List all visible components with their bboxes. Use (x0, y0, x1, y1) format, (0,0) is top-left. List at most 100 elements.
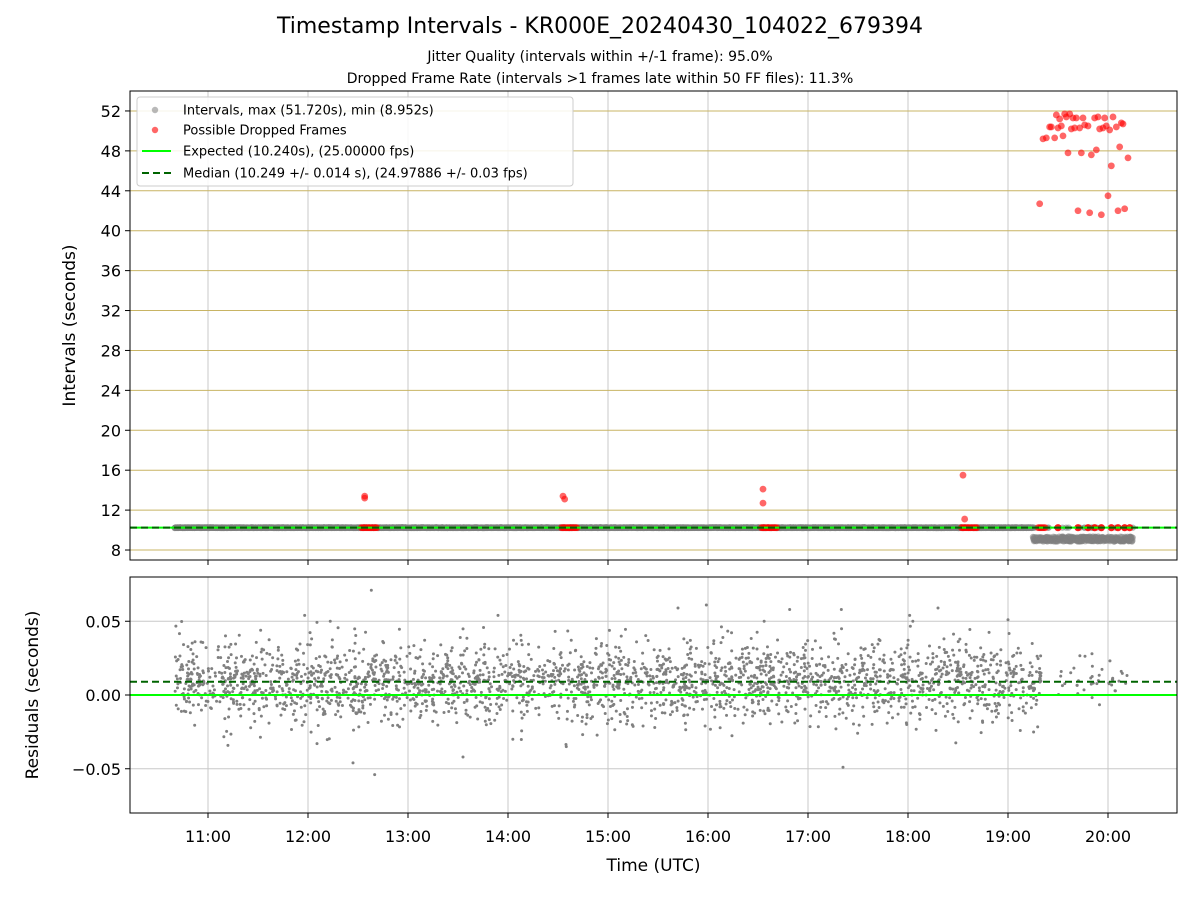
residual-point (940, 672, 944, 676)
chart-subtitle-dropped: Dropped Frame Rate (intervals >1 frames … (346, 71, 854, 87)
residual-point (369, 665, 373, 669)
residual-point (216, 645, 220, 649)
dropped-frame-point (1047, 123, 1055, 131)
residual-point (438, 682, 442, 686)
residual-point (464, 708, 468, 712)
residual-point (547, 674, 551, 678)
residual-point (275, 690, 279, 694)
residual-point (794, 686, 798, 690)
residual-point (706, 645, 710, 649)
residual-point (741, 721, 745, 725)
residual-point (412, 644, 416, 648)
residual-point (806, 675, 810, 679)
residual-point (227, 667, 231, 671)
residual-point (799, 657, 803, 661)
residual-point (190, 672, 194, 676)
residual-point (701, 664, 705, 668)
residual-point (235, 672, 239, 676)
residual-point (684, 728, 688, 732)
residual-point (979, 697, 983, 701)
residual-point (741, 673, 745, 677)
residual-point (225, 659, 229, 663)
residual-point (961, 676, 965, 680)
residual-point (765, 645, 769, 649)
residual-point (237, 707, 241, 711)
residual-point (345, 678, 349, 682)
residual-point (875, 709, 879, 713)
residual-point (259, 714, 263, 718)
residual-point (299, 690, 303, 694)
residual-point (581, 733, 585, 737)
residual-point (445, 674, 449, 678)
residual-point (569, 638, 573, 642)
residual-point (583, 691, 587, 695)
residual-point (832, 667, 836, 671)
residual-point (338, 666, 342, 670)
residual-point (845, 697, 849, 701)
residual-point (662, 703, 666, 707)
residual-point (418, 655, 422, 659)
residual-point (550, 704, 554, 708)
residual-point (489, 722, 493, 726)
residual-point (229, 683, 233, 687)
residual-point (420, 702, 424, 706)
residual-point (917, 673, 921, 677)
residual-point (664, 672, 668, 676)
residual-point (566, 696, 570, 700)
residual-point (196, 703, 200, 707)
residual-point (1001, 685, 1005, 689)
residual-point (258, 687, 262, 691)
residual-point (795, 659, 799, 663)
residual-point (946, 709, 950, 713)
residual-point (836, 642, 840, 646)
residual-point (182, 695, 186, 699)
residual-point (213, 674, 217, 678)
residual-point (928, 644, 932, 648)
residual-point (899, 687, 903, 691)
residual-point (740, 647, 744, 651)
residual-point (607, 628, 611, 632)
residual-point (943, 714, 947, 718)
residual-point (983, 703, 987, 707)
residual-point (450, 678, 454, 682)
residual-point (881, 658, 885, 662)
residual-point (874, 682, 878, 686)
residual-point (982, 653, 986, 657)
residual-point (526, 684, 530, 688)
residual-point (487, 647, 491, 651)
residual-point (1034, 670, 1038, 674)
residual-point (968, 700, 972, 704)
residual-point (660, 711, 664, 715)
residual-point (227, 656, 231, 660)
residual-point (296, 695, 300, 699)
residual-point (506, 674, 510, 678)
residual-point (519, 633, 523, 637)
residual-point (252, 671, 256, 675)
residual-point (399, 646, 403, 650)
residual-point (636, 683, 640, 687)
residual-point (600, 663, 604, 667)
residual-point (349, 668, 353, 672)
residual-point (325, 699, 329, 703)
residual-point (289, 696, 293, 700)
residual-point (446, 659, 450, 663)
residual-point (223, 687, 227, 691)
residual-point (447, 702, 451, 706)
residual-point (758, 687, 762, 691)
residual-point (404, 691, 408, 695)
residual-point (737, 690, 741, 694)
residual-point (857, 671, 861, 675)
residual-point (216, 648, 220, 652)
residual-point (264, 688, 268, 692)
residual-point (538, 664, 542, 668)
residual-point (999, 663, 1003, 667)
residual-point (211, 695, 215, 699)
residual-point (446, 667, 450, 671)
residual-point (653, 725, 657, 729)
residual-point (474, 651, 478, 655)
residual-point (981, 669, 985, 673)
residual-point (438, 676, 442, 680)
residual-point (402, 670, 406, 674)
residual-point (461, 671, 465, 675)
residual-point (484, 695, 488, 699)
